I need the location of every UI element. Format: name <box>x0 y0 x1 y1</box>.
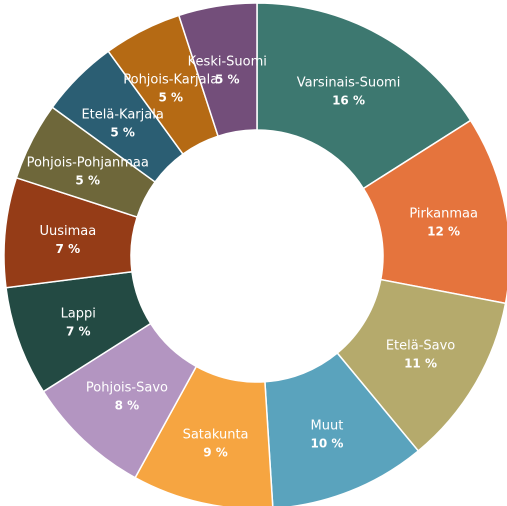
pie-slices <box>3 2 507 506</box>
slice-label-5: Pohjois-Savo <box>86 381 168 396</box>
slice-label-9: Etelä-Karjala <box>81 108 163 123</box>
slice-label-7: Uusimaa <box>39 224 96 239</box>
slice-value-5: 8 % <box>115 399 140 413</box>
pie-slice-3 <box>264 352 420 506</box>
slice-label-1: Pirkanmaa <box>409 206 478 221</box>
slice-label-8: Pohjois-Pohjanmaa <box>27 156 149 171</box>
slice-value-4: 9 % <box>203 445 228 459</box>
pie-slice-0 <box>256 2 472 190</box>
slice-value-8: 5 % <box>75 174 100 188</box>
pie-slice-11 <box>177 2 258 138</box>
slice-value-9: 5 % <box>110 126 135 140</box>
slice-value-6: 7 % <box>66 324 91 338</box>
slice-label-11: Keski-Suomi <box>188 54 267 69</box>
slice-value-3: 10 % <box>310 437 343 451</box>
slice-value-11: 5 % <box>215 72 240 86</box>
slice-value-0: 16 % <box>332 94 365 108</box>
slice-label-10: Pohjois-Karjala <box>123 73 218 88</box>
slice-labels: Varsinais-Suomi 16 % Pirkanmaa 12 % Etelä-Sa… <box>27 54 478 459</box>
slice-value-7: 7 % <box>56 242 81 256</box>
slice-label-4: Satakunta <box>183 427 249 442</box>
slice-value-1: 12 % <box>427 224 460 238</box>
slice-label-3: Muut <box>311 419 344 434</box>
slice-label-0: Varsinais-Suomi <box>297 76 401 91</box>
slice-value-10: 5 % <box>158 91 183 105</box>
slice-label-2: Etelä-Savo <box>386 339 455 354</box>
slice-label-6: Lappi <box>61 306 96 321</box>
slice-value-2: 11 % <box>404 357 437 371</box>
